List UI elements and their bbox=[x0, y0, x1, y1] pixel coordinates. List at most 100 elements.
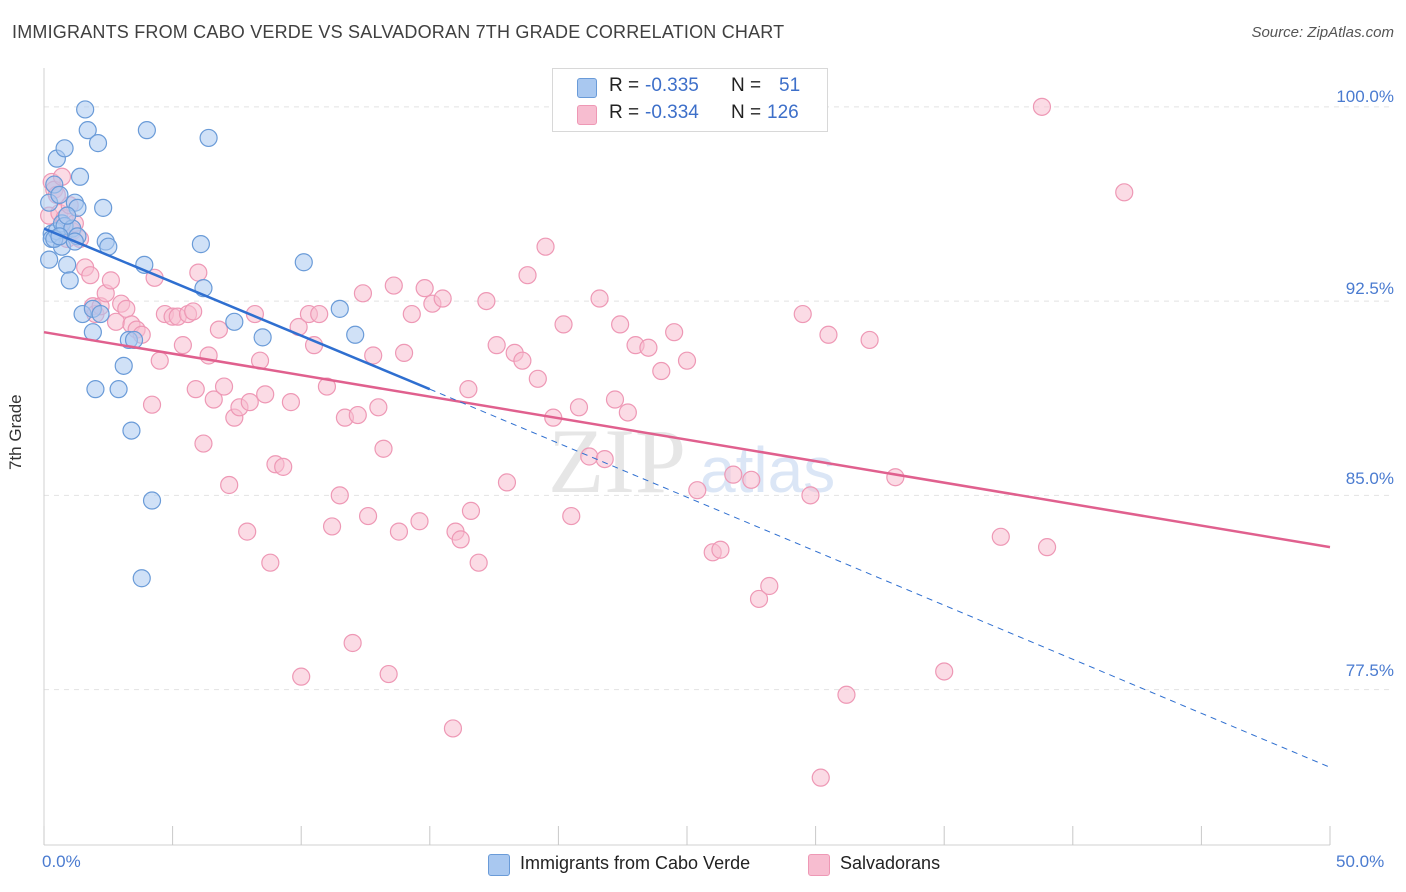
cabo-verde-point bbox=[58, 255, 77, 274]
salvadoran-point bbox=[639, 338, 658, 357]
salvadoran-point bbox=[415, 279, 434, 298]
cabo-verde-point bbox=[55, 139, 74, 158]
salvadoran-point bbox=[220, 475, 239, 495]
cabo-verde-point bbox=[88, 134, 108, 153]
salvadoran-point bbox=[402, 304, 421, 324]
salvadoran-point bbox=[240, 393, 259, 412]
salvadoran-point bbox=[801, 486, 820, 505]
salvadoran-point bbox=[562, 506, 581, 526]
salvadoran-point bbox=[580, 447, 599, 466]
salvadoran-point bbox=[742, 470, 761, 489]
salvadoran-point bbox=[292, 667, 311, 686]
salvadoran-point bbox=[384, 276, 403, 295]
cabo-verde-point bbox=[137, 121, 156, 140]
salvadoran-point bbox=[189, 263, 208, 282]
cabo-verde-point bbox=[76, 100, 95, 119]
y-tick-label: 100.0% bbox=[1336, 87, 1394, 106]
cabo-verde-point bbox=[50, 185, 69, 205]
salvadoran-point bbox=[569, 398, 589, 417]
cabo-verde-point bbox=[199, 128, 218, 148]
salvadoran-point bbox=[711, 540, 730, 559]
cabo-verde-point bbox=[86, 380, 105, 399]
salvadoran-point bbox=[214, 377, 234, 396]
cabo-verde-point bbox=[94, 198, 113, 217]
cabo-verde-point bbox=[294, 253, 313, 272]
salvadoran-point bbox=[142, 395, 162, 414]
cabo-verde-point bbox=[225, 312, 244, 331]
salvadoran-point bbox=[358, 506, 378, 526]
salvadoran-point bbox=[595, 449, 614, 469]
y-tick-label: 77.5% bbox=[1345, 661, 1394, 680]
trend-lines bbox=[43, 227, 1331, 768]
salvadoran-point bbox=[837, 685, 856, 704]
legend-swatch-pink bbox=[577, 105, 597, 125]
x-tick-label: 50.0% bbox=[1336, 852, 1385, 871]
salvadoran-point bbox=[394, 343, 414, 362]
salvadoran-point bbox=[688, 481, 707, 500]
salvadoran-point bbox=[410, 512, 429, 531]
salvadoran-point bbox=[1115, 183, 1134, 202]
salvadoran-point bbox=[256, 385, 275, 404]
salvadoran-point bbox=[150, 351, 169, 370]
legend: R = -0.335 N = 51 R = -0.334 N = 126 bbox=[552, 68, 828, 132]
salvadoran-point bbox=[369, 398, 388, 417]
salvadorans-trend-line bbox=[43, 330, 1331, 549]
salvadoran-point bbox=[204, 390, 223, 409]
legend-n-label: N = bbox=[731, 102, 762, 123]
salvadoran-point bbox=[518, 266, 537, 285]
salvadoran-point bbox=[991, 527, 1010, 546]
salvadoran-point bbox=[184, 302, 203, 321]
salvadoran-point bbox=[554, 315, 573, 334]
salvadoran-point bbox=[281, 393, 301, 412]
cabo-verde-point bbox=[346, 325, 365, 344]
cabo-verde-point bbox=[70, 167, 90, 186]
salvadoran-point bbox=[209, 320, 228, 339]
cabo-verde-point bbox=[253, 328, 272, 347]
salvadoran-point bbox=[860, 330, 879, 350]
salvadoran-point bbox=[353, 284, 373, 303]
salvadoran-point bbox=[811, 768, 830, 787]
salvadoran-point bbox=[348, 405, 367, 425]
salvadoran-point bbox=[461, 501, 481, 520]
legend-swatch-blue bbox=[577, 78, 597, 98]
salvadoran-point bbox=[459, 380, 478, 399]
salvadoran-point bbox=[330, 486, 349, 505]
salvadoran-point bbox=[173, 336, 192, 355]
salvadoran-point bbox=[749, 589, 769, 609]
cabo-verde-point bbox=[109, 380, 128, 399]
cabo-verde-point bbox=[132, 569, 151, 588]
legend-r-label: R = bbox=[609, 102, 640, 123]
x-tick-label: 0.0% bbox=[42, 852, 81, 871]
cabo-verde-point bbox=[58, 206, 77, 225]
salvadoran-point bbox=[1032, 97, 1052, 116]
salvadoran-point bbox=[477, 292, 496, 311]
salvadoran-point bbox=[261, 553, 280, 572]
bottom-legend-swatch-pink bbox=[808, 854, 830, 876]
salvadoran-point bbox=[186, 380, 205, 399]
salvadoran-point bbox=[590, 289, 609, 308]
salvadoran-point bbox=[194, 434, 213, 453]
chart-title: IMMIGRANTS FROM CABO VERDE VS SALVADORAN… bbox=[12, 22, 785, 42]
salvadoran-point bbox=[886, 468, 905, 487]
legend-n-label: N = bbox=[731, 75, 762, 96]
bottom-legend-label: Immigrants from Cabo Verde bbox=[520, 853, 751, 873]
legend-r-value: -0.335 bbox=[645, 75, 699, 96]
salvadoran-point bbox=[443, 719, 463, 738]
salvadoran-point bbox=[274, 457, 293, 476]
salvadoran-point bbox=[724, 465, 743, 484]
cabo-verde-point bbox=[91, 304, 110, 324]
salvadoran-point bbox=[611, 315, 630, 334]
salvadoran-point bbox=[322, 517, 342, 536]
salvadoran-point bbox=[238, 522, 257, 541]
salvadoran-point bbox=[677, 351, 697, 370]
cabo-verde-trend-extension bbox=[429, 388, 1331, 768]
cabo-verde-point bbox=[191, 235, 210, 254]
legend-r-value: -0.334 bbox=[645, 102, 699, 123]
salvadoran-point bbox=[793, 304, 812, 324]
salvadoran-point bbox=[819, 325, 838, 344]
salvadoran-point bbox=[343, 633, 362, 653]
salvadoran-point bbox=[433, 289, 452, 308]
salvadoran-point bbox=[760, 576, 779, 596]
cabo-verde-point bbox=[40, 250, 59, 269]
